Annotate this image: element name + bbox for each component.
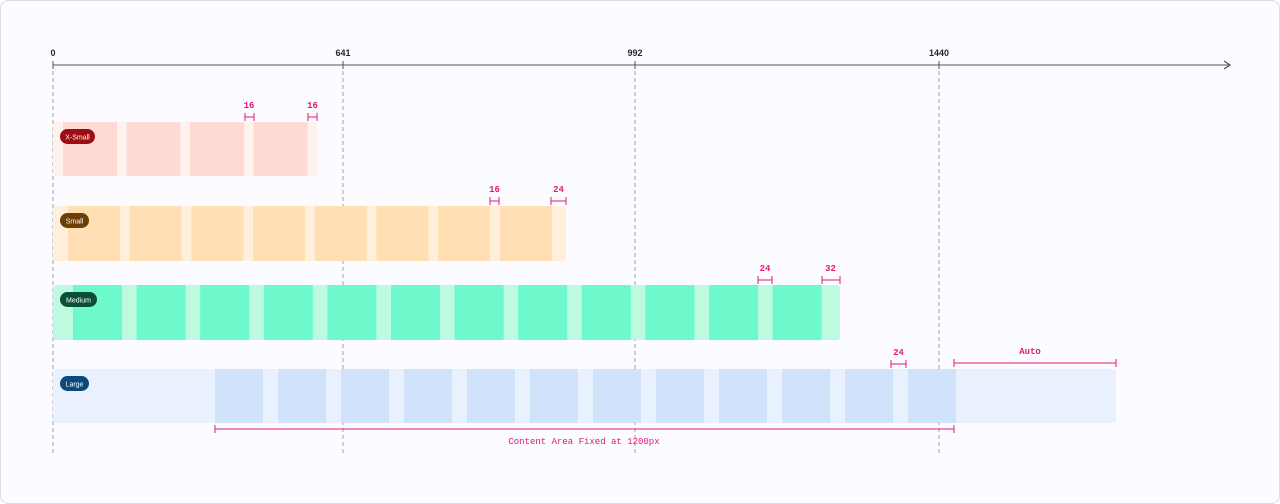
badge-label-large: Large <box>66 382 84 389</box>
column-medium-11 <box>709 285 758 340</box>
column-small-5 <box>314 206 367 261</box>
column-large-6 <box>530 369 578 423</box>
column-large-1 <box>215 369 263 423</box>
column-large-12 <box>908 369 956 423</box>
container-medium <box>53 285 840 340</box>
column-large-7 <box>593 369 641 423</box>
column-large-5 <box>467 369 515 423</box>
badge-label-small: Small <box>66 219 84 226</box>
column-medium-6 <box>391 285 440 340</box>
column-large-3 <box>341 369 389 423</box>
column-large-8 <box>656 369 704 423</box>
badge-label-x-small: X-Small <box>65 135 90 142</box>
xsmall-margin-label: 16 <box>307 101 318 111</box>
large-margin-label: Auto <box>1019 347 1041 357</box>
column-large-2 <box>278 369 326 423</box>
column-medium-3 <box>200 285 250 340</box>
column-x-small-2 <box>126 122 181 176</box>
column-large-11 <box>845 369 893 423</box>
badge-x-small: X-Small <box>60 129 95 144</box>
column-small-6 <box>376 206 429 261</box>
xsmall-gutter-label: 16 <box>244 101 255 111</box>
column-small-2 <box>129 206 182 261</box>
column-small-7 <box>438 206 491 261</box>
column-medium-9 <box>581 285 631 340</box>
small-margin-label: 24 <box>553 185 564 195</box>
badge-label-medium: Medium <box>66 298 91 305</box>
column-medium-4 <box>263 285 313 340</box>
medium-margin-label: 32 <box>825 264 836 274</box>
container-large <box>53 369 1116 423</box>
column-medium-12 <box>772 285 822 340</box>
column-small-8 <box>499 206 552 261</box>
column-medium-8 <box>518 285 568 340</box>
badge-medium: Medium <box>60 292 97 307</box>
tick-label-641: 641 <box>335 48 350 58</box>
column-small-3 <box>191 206 244 261</box>
large-gutter-label: 24 <box>893 348 904 358</box>
content-area-caption: Content Area Fixed at 1200px <box>508 437 659 447</box>
axis-arrow-icon <box>1223 60 1232 70</box>
column-large-4 <box>404 369 452 423</box>
tick-label-0: 0 <box>50 48 55 58</box>
column-x-small-4 <box>253 122 308 176</box>
column-large-9 <box>719 369 767 423</box>
container-x-small <box>53 122 317 176</box>
column-medium-10 <box>645 285 695 340</box>
column-small-4 <box>253 206 306 261</box>
column-medium-2 <box>136 285 186 340</box>
tick-label-1440: 1440 <box>929 48 949 58</box>
badge-small: Small <box>60 213 89 228</box>
column-medium-7 <box>454 285 504 340</box>
column-medium-5 <box>327 285 377 340</box>
small-gutter-label: 16 <box>489 185 500 195</box>
tick-label-992: 992 <box>627 48 642 58</box>
medium-gutter-label: 24 <box>760 264 771 274</box>
badge-large: Large <box>60 376 89 391</box>
column-x-small-3 <box>190 122 244 176</box>
column-large-10 <box>782 369 830 423</box>
